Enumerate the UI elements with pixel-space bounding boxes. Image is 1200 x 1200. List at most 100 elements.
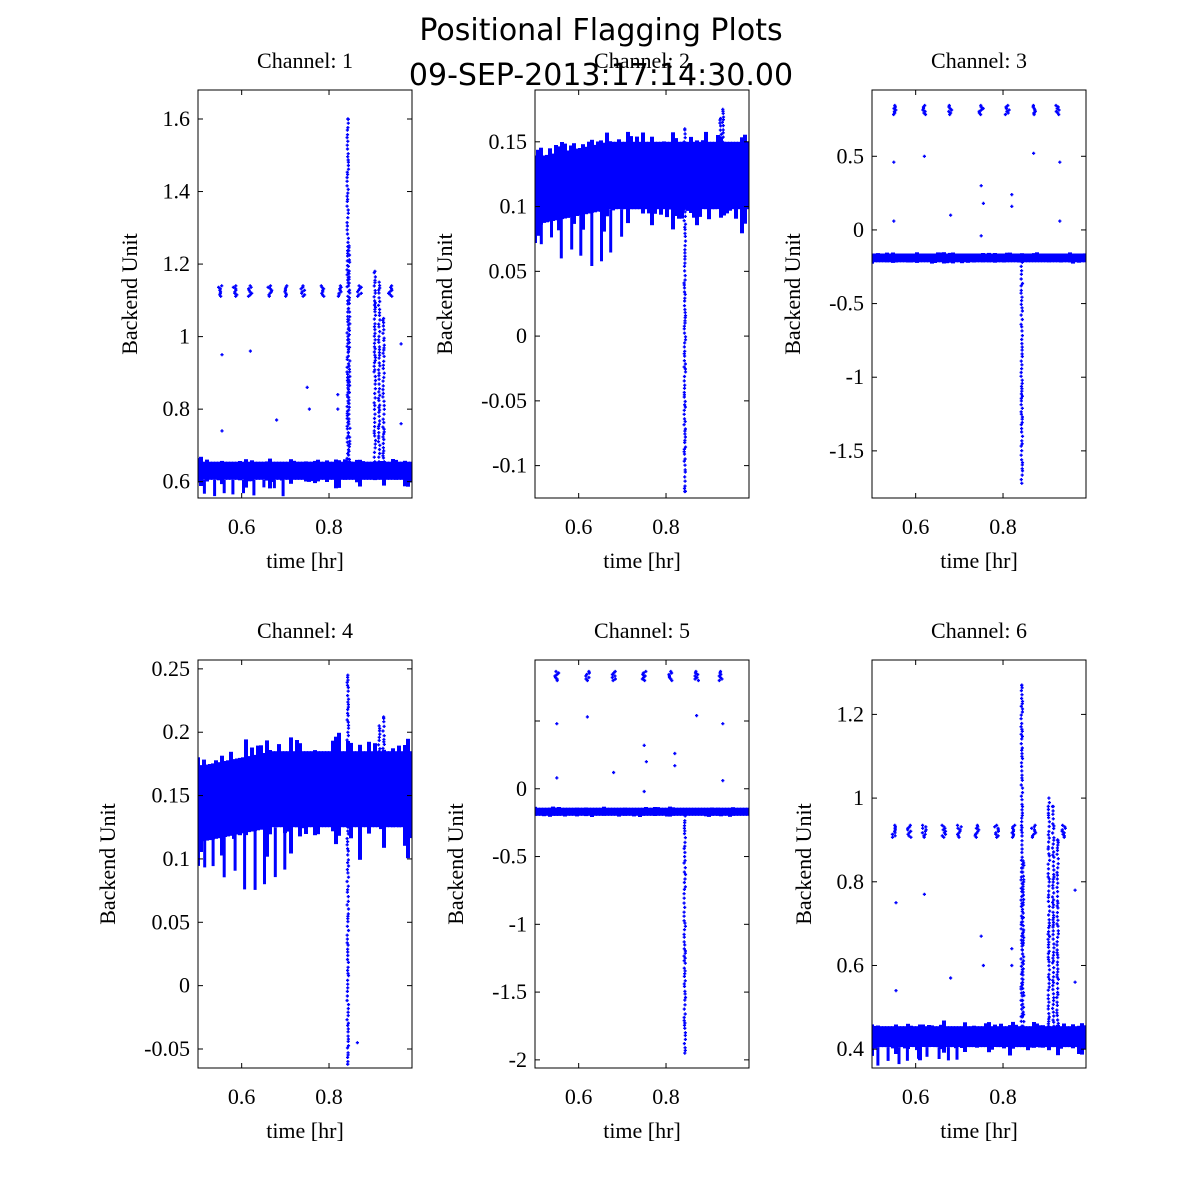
baseline-band-column [596, 141, 600, 212]
baseline-band-column [283, 751, 287, 834]
baseline-band-column [1002, 1026, 1006, 1049]
baseline-band-column [918, 1024, 922, 1061]
baseline-dip [252, 479, 256, 496]
y-tick-label: 0 [516, 323, 527, 348]
baseline-band-column [942, 252, 946, 264]
x-tick-label: 0.8 [652, 514, 680, 539]
baseline-band-column [707, 807, 711, 817]
baseline-band-column [599, 140, 603, 212]
baseline-band-column [370, 461, 374, 480]
y-tick-label: 0.4 [837, 1036, 865, 1061]
baseline-dip [203, 827, 207, 868]
baseline-band-column [394, 751, 398, 828]
baseline-band-column [632, 807, 636, 817]
y-tick-label: 1.2 [163, 251, 191, 276]
baseline-band-column [731, 141, 735, 210]
baseline-dip [559, 209, 563, 259]
baseline-band-column [566, 807, 570, 816]
baseline-band-column [665, 141, 669, 218]
baseline-band-column [626, 131, 630, 224]
baseline-band-column [361, 751, 365, 828]
y-axis-label: Backend Unit [443, 803, 468, 925]
x-axis-label: time [hr] [266, 1118, 344, 1143]
baseline-band-column [355, 751, 359, 828]
baseline-band-column [322, 461, 326, 480]
baseline-band-column [325, 460, 329, 482]
x-tick-label: 0.8 [989, 514, 1017, 539]
baseline-band-column [388, 461, 392, 480]
baseline-band-column [554, 807, 558, 816]
baseline-band-column [202, 461, 206, 480]
baseline-band-column [891, 1026, 895, 1049]
baseline-band-column [1059, 253, 1063, 263]
baseline-band-column [355, 459, 359, 483]
baseline-band-column [725, 141, 729, 214]
baseline-band-column [307, 751, 311, 828]
baseline-band-column [1032, 253, 1036, 263]
baseline-band-column [346, 461, 350, 480]
baseline-band-column [1020, 1026, 1024, 1048]
baseline-band-column [1014, 253, 1018, 263]
y-axis-label: Backend Unit [95, 803, 120, 925]
baseline-band-column [1014, 1024, 1018, 1048]
baseline-band-column [316, 751, 320, 835]
baseline-band-column [220, 755, 224, 856]
baseline-band-column [978, 1026, 982, 1048]
baseline-band-column [548, 148, 552, 222]
baseline-band-column [346, 741, 350, 828]
baseline-band-column [563, 143, 567, 219]
baseline-band-column [629, 136, 633, 210]
baseline-dip [897, 1047, 901, 1065]
baseline-band-column [650, 136, 654, 226]
baseline-band-column [328, 751, 332, 828]
baseline-band-column [403, 745, 407, 846]
baseline-band-column [996, 253, 1000, 263]
baseline-band-column [876, 1025, 880, 1048]
baseline-band-column [990, 253, 994, 263]
baseline-band-column [966, 253, 970, 263]
baseline-band-column [295, 461, 299, 480]
scatter-markers [682, 107, 726, 494]
baseline-band-column [656, 141, 660, 210]
baseline-band-column [376, 751, 380, 828]
baseline-band-column [572, 143, 576, 224]
baseline-band-column [915, 1026, 919, 1051]
baseline-dip [272, 479, 276, 489]
baseline-band-column [873, 1025, 877, 1049]
baseline-band-column [900, 253, 904, 263]
baseline-band-column [587, 807, 591, 816]
baseline-band-column [713, 141, 717, 210]
baseline-band-column [560, 142, 564, 220]
y-tick-label: 0.2 [163, 719, 191, 744]
baseline-band-column [388, 751, 392, 828]
baseline-band-column [933, 1026, 937, 1048]
baseline-band-column [954, 1026, 958, 1049]
y-axis-label: Backend Unit [432, 233, 457, 355]
baseline-band-column [208, 764, 212, 841]
baseline-band-column [349, 742, 353, 839]
baseline-band-column [349, 461, 353, 480]
panel-channel-6: 0.6 0.8 0.4 0.6 0.8 1 1.2 Channel: 6 time [hr] Ba… [791, 618, 1087, 1143]
baseline-band-column [1035, 252, 1039, 263]
baseline-band-column [268, 750, 272, 835]
baseline-band-column [265, 461, 269, 481]
baseline-band-column [226, 461, 230, 480]
baseline-band-column [593, 807, 597, 816]
baseline-band-column [199, 765, 203, 852]
baseline-band-column [885, 1026, 889, 1048]
baseline-band-column [352, 751, 356, 828]
baseline-band-column [343, 459, 347, 480]
baseline-band-column [972, 253, 976, 263]
baseline-band-column [217, 762, 221, 839]
baseline-band-column [391, 748, 395, 828]
baseline-band-column [716, 135, 720, 210]
baseline-band-column [921, 253, 925, 263]
baseline-band-column [211, 461, 215, 480]
baseline-band-column [364, 751, 368, 828]
baseline-band-column [683, 807, 687, 816]
baseline-band-column [599, 807, 603, 816]
baseline-band-column [578, 807, 582, 816]
y-tick-label: 0.5 [837, 143, 865, 168]
baseline-band-column [301, 461, 305, 480]
baseline-band-column [1038, 253, 1042, 263]
